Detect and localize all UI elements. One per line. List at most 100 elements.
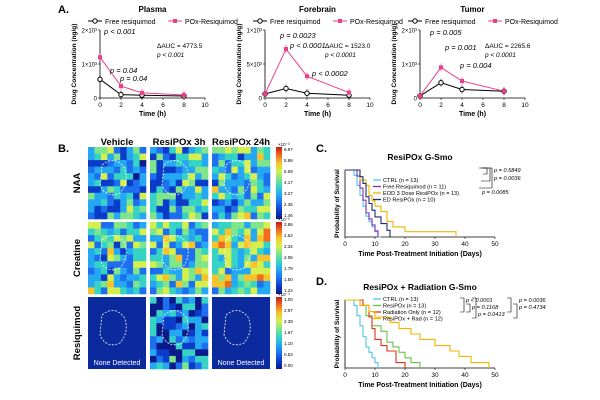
pixel xyxy=(201,153,209,161)
pixel xyxy=(237,287,245,295)
pixel xyxy=(201,297,209,304)
x-tick-label: 40 xyxy=(461,241,469,248)
significance-bracket xyxy=(472,297,477,319)
pixel xyxy=(169,147,177,154)
pixel xyxy=(139,274,147,282)
pixel xyxy=(94,147,102,154)
pixel xyxy=(237,179,245,187)
colorbar-gradient xyxy=(276,147,282,219)
pixel xyxy=(88,248,95,256)
pixel xyxy=(175,267,183,275)
pixel xyxy=(182,303,189,311)
pixel xyxy=(107,241,115,249)
pixel xyxy=(162,349,170,357)
pixel xyxy=(156,241,164,249)
pixel xyxy=(107,228,115,236)
pixel xyxy=(182,297,189,304)
colorbar-tick-label: 1.67 xyxy=(284,330,293,335)
pixel xyxy=(218,254,226,262)
pixel xyxy=(156,212,164,220)
pixel xyxy=(139,254,147,262)
p-value-label: p = 0.0036 xyxy=(518,298,546,304)
pixel xyxy=(100,199,108,207)
pixel xyxy=(150,173,157,181)
pixel xyxy=(263,228,271,236)
pixel xyxy=(212,280,219,288)
pixel xyxy=(263,147,271,154)
pixel xyxy=(218,228,226,236)
pixel xyxy=(257,274,264,282)
pixel xyxy=(237,248,245,256)
pixel xyxy=(257,173,264,181)
pixel xyxy=(250,241,258,249)
legend-label-1: ResiPOx (n = 13) xyxy=(383,304,426,310)
annotation-ann-2: p = 0.004 xyxy=(459,61,492,70)
pixel xyxy=(188,342,196,350)
y-tick-label: 1×10³ xyxy=(246,29,262,35)
pixel xyxy=(169,235,177,242)
column-header: ResiPOx 3h xyxy=(153,137,206,148)
pixel xyxy=(156,228,164,236)
colorbar-tick-label: 2.36 xyxy=(284,202,293,207)
pixel xyxy=(224,222,232,229)
pixel xyxy=(195,179,202,187)
y-tick-label: 1×10³ xyxy=(81,63,97,69)
pixel xyxy=(150,349,157,357)
pixel xyxy=(156,267,164,275)
pixel xyxy=(126,179,134,187)
pixel xyxy=(94,199,102,207)
x-tick-label: 20 xyxy=(401,372,409,379)
pixel xyxy=(169,254,177,262)
pixel xyxy=(244,235,251,242)
pixel xyxy=(120,287,127,295)
pixel xyxy=(107,153,115,161)
pixel xyxy=(133,192,140,200)
x-tick-label: 50 xyxy=(491,372,499,379)
pixel xyxy=(113,267,121,275)
pixel xyxy=(244,261,251,269)
pixel xyxy=(156,274,164,282)
pixel xyxy=(231,186,239,194)
pixel xyxy=(212,228,219,236)
p-value-label: p = 0.0085 xyxy=(481,190,509,196)
pixel xyxy=(224,166,232,174)
data-point-pox xyxy=(460,79,464,83)
pixel xyxy=(139,199,147,207)
x-tick-label: 6 xyxy=(481,102,485,109)
colorbar-tick-label: 0.00 xyxy=(284,363,293,368)
pixel xyxy=(195,248,202,256)
colorbar-tick-label: 4.17 xyxy=(284,180,293,185)
pixel xyxy=(133,235,140,242)
x-tick-label: 40 xyxy=(461,372,469,379)
pixel xyxy=(133,153,140,161)
pixel xyxy=(218,153,226,161)
none-detected-label: None Detected xyxy=(94,360,141,367)
pixel xyxy=(133,274,140,282)
pixel xyxy=(150,222,157,229)
chart-title: Plasma xyxy=(138,5,167,14)
pixel xyxy=(100,254,108,262)
pixel xyxy=(188,336,196,344)
x-tick-label: 8 xyxy=(347,102,351,109)
pixel xyxy=(169,241,177,249)
x-tick-label: 2 xyxy=(284,102,288,109)
pixel xyxy=(195,280,202,288)
pixel xyxy=(175,179,183,187)
pixel xyxy=(126,287,134,295)
pixel xyxy=(201,287,209,295)
pixel xyxy=(175,310,183,317)
pixel xyxy=(195,362,202,370)
column-header: Vehicle xyxy=(101,137,134,148)
pixel xyxy=(156,199,164,207)
pixel xyxy=(212,248,219,256)
pixel xyxy=(100,186,108,194)
data-point-pox xyxy=(182,92,186,97)
pixel xyxy=(169,329,177,337)
annotation-ann-2: p < 0.0002 xyxy=(311,69,348,78)
image-background xyxy=(88,297,146,369)
tumor-outline xyxy=(161,235,189,271)
pixel xyxy=(156,186,164,194)
pixel xyxy=(175,153,183,161)
pixel xyxy=(188,274,196,282)
pixel xyxy=(88,261,95,269)
